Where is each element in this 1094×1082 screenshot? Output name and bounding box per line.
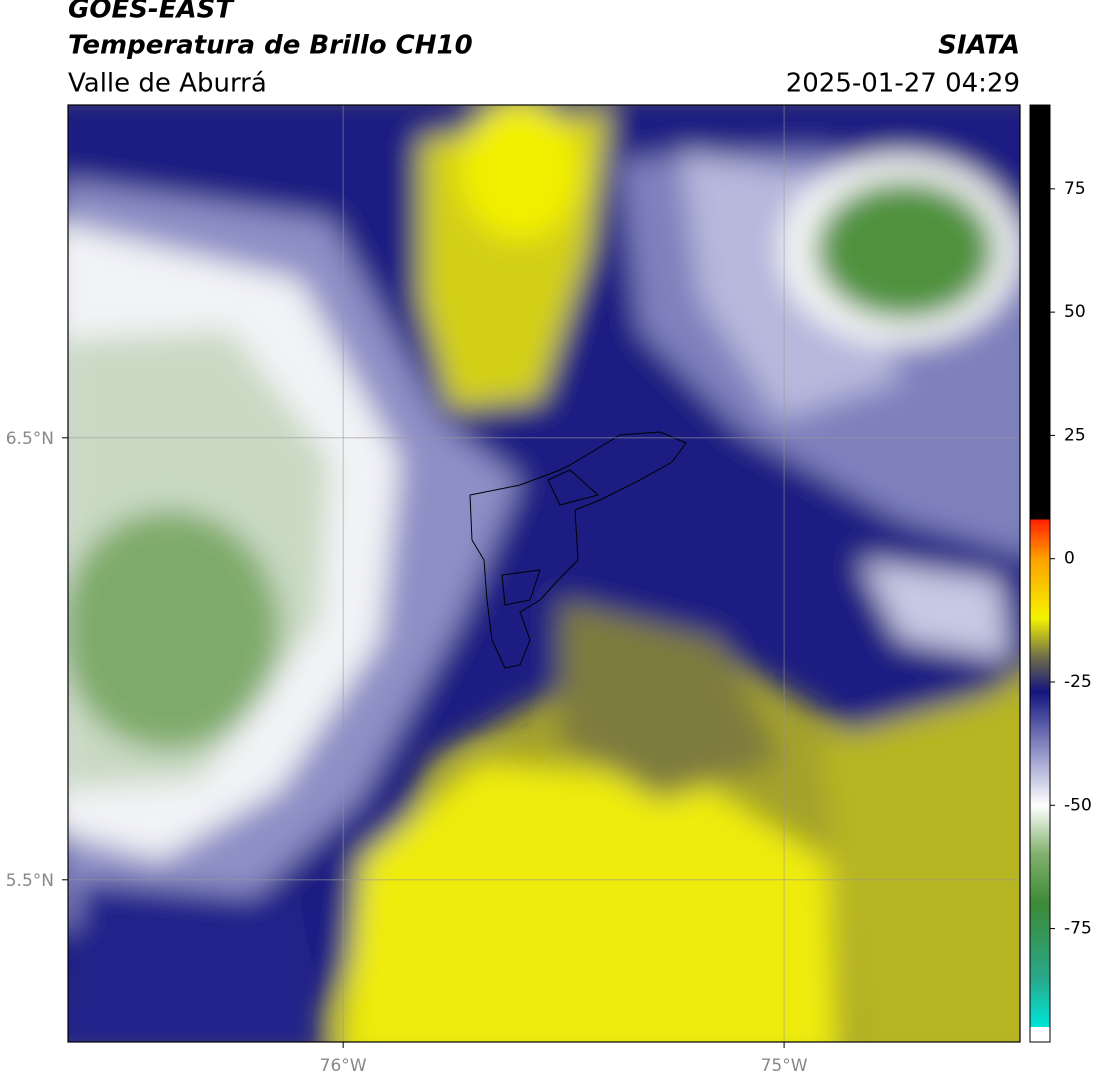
colorbar-label: 50: [1064, 302, 1086, 322]
region: Valle de Aburrá: [68, 69, 267, 99]
graticule: [68, 105, 1020, 1042]
lat-label: 6.5°N: [6, 429, 54, 449]
colorbar-label: -25: [1064, 672, 1092, 692]
title: GOES-EAST: [68, 0, 235, 25]
colorbar-label: -75: [1064, 919, 1092, 939]
datetime: 2025-01-27 04:29: [786, 69, 1020, 99]
lon-label: 75°W: [761, 1056, 808, 1076]
colorbar-label: 75: [1064, 179, 1086, 199]
colorbar-label: 25: [1064, 425, 1086, 445]
map-frame: [67, 104, 1021, 1043]
lat-label: 5.5°N: [6, 871, 54, 891]
colorbar-label: -50: [1064, 795, 1092, 815]
subtitle: Temperatura de Brillo CH10: [68, 31, 473, 61]
satellite-image: [68, 105, 1020, 1042]
lon-label: 76°W: [320, 1056, 367, 1076]
colorbar: [1029, 104, 1051, 1043]
brand: SIATA: [938, 31, 1020, 61]
colorbar-label: 0: [1064, 549, 1075, 569]
municipal-borders: [469, 431, 687, 669]
